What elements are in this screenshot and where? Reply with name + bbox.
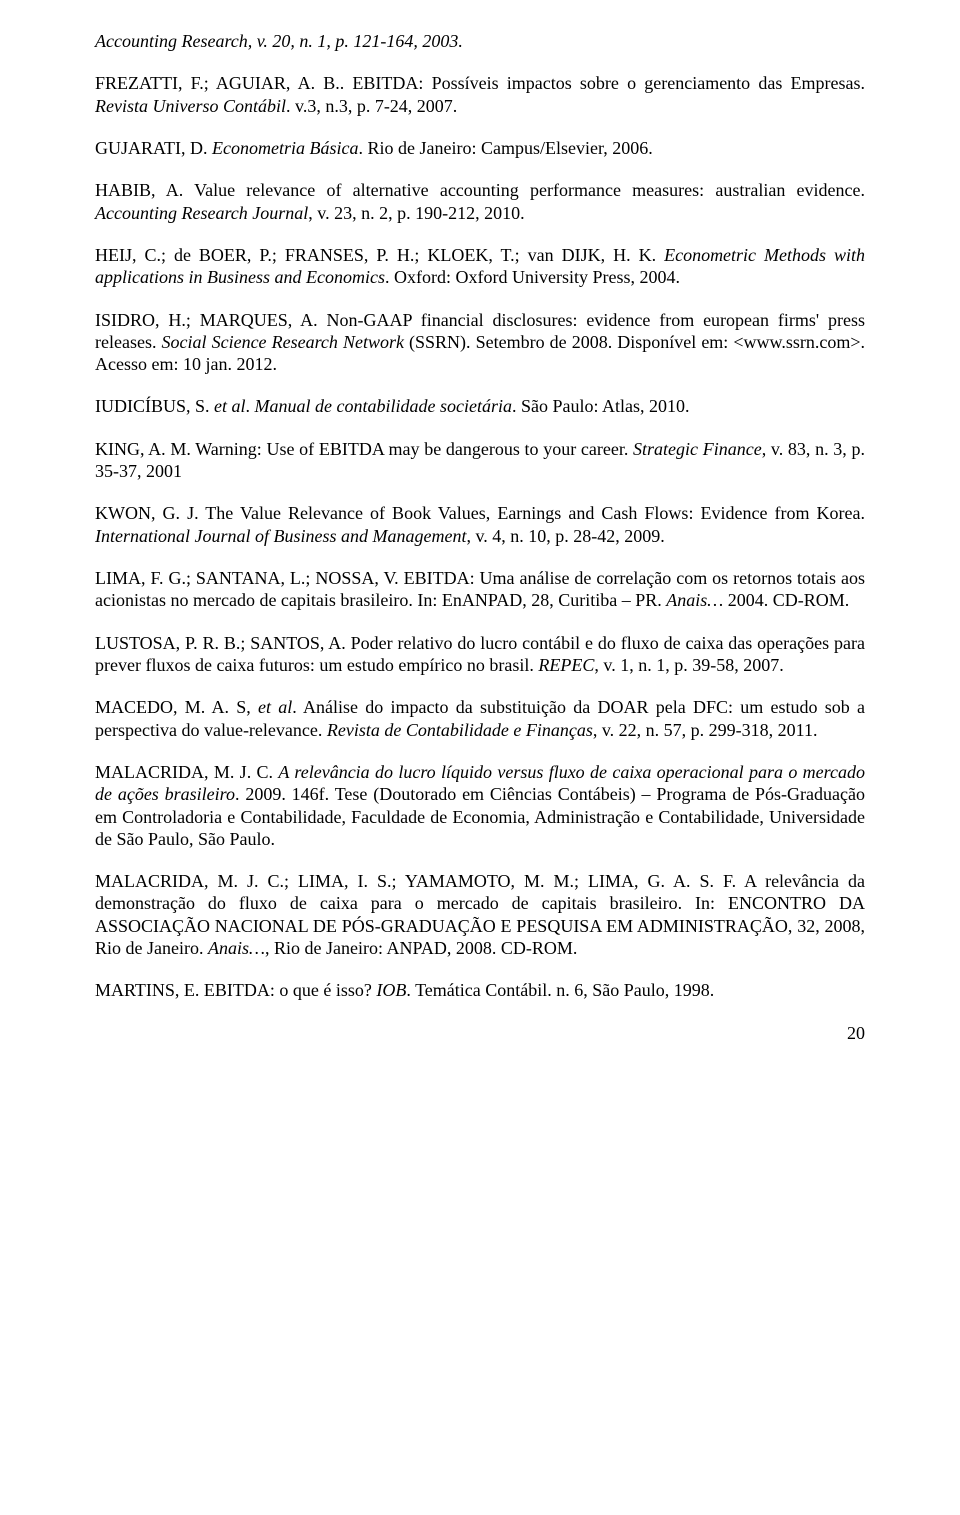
- journal-title: Revista Universo Contábil: [95, 96, 286, 116]
- reference-entry: MALACRIDA, M. J. C. A relevância do lucr…: [95, 761, 865, 850]
- ref-text: GUJARATI, D.: [95, 138, 212, 158]
- reference-entry: ISIDRO, H.; MARQUES, A. Non-GAAP financi…: [95, 309, 865, 376]
- ref-text: 2004. CD-ROM.: [723, 590, 849, 610]
- ref-text: FREZATTI, F.; AGUIAR, A. B.. EBITDA: Pos…: [95, 73, 865, 93]
- ref-text: . Oxford: Oxford University Press, 2004.: [385, 267, 680, 287]
- reference-entry: Accounting Research, v. 20, n. 1, p. 121…: [95, 30, 865, 52]
- proceedings-title: Anais…: [666, 590, 723, 610]
- reference-entry: FREZATTI, F.; AGUIAR, A. B.. EBITDA: Pos…: [95, 72, 865, 117]
- latin-term: et al: [214, 396, 246, 416]
- reference-entry: GUJARATI, D. Econometria Básica. Rio de …: [95, 137, 865, 159]
- book-title: Manual de contabilidade societária: [255, 396, 512, 416]
- journal-title: IOB: [376, 980, 406, 1000]
- reference-entry: LIMA, F. G.; SANTANA, L.; NOSSA, V. EBIT…: [95, 567, 865, 612]
- journal-title: REPEC: [538, 655, 594, 675]
- ref-text: . v.3, n.3, p. 7-24, 2007.: [286, 96, 457, 116]
- ref-text: .: [246, 396, 255, 416]
- ref-text: KWON, G. J. The Value Relevance of Book …: [95, 503, 865, 523]
- ref-text: . Rio de Janeiro: Campus/Elsevier, 2006.: [358, 138, 652, 158]
- journal-title: Accounting Research Journal: [95, 203, 308, 223]
- reference-entry: MACEDO, M. A. S, et al. Análise do impac…: [95, 696, 865, 741]
- ref-text: HABIB, A. Value relevance of alternative…: [95, 180, 865, 200]
- proceedings-title: Anais…: [208, 938, 265, 958]
- ref-text: MARTINS, E. EBITDA: o que é isso?: [95, 980, 376, 1000]
- journal-title: Social Science Research Network: [162, 332, 404, 352]
- journal-title: Strategic Finance: [633, 439, 762, 459]
- ref-text: IUDICÍBUS, S.: [95, 396, 214, 416]
- journal-title: International Journal of Business and Ma…: [95, 526, 466, 546]
- page-number: 20: [95, 1022, 865, 1044]
- ref-text: . Temática Contábil. n. 6, São Paulo, 19…: [406, 980, 714, 1000]
- reference-entry: MALACRIDA, M. J. C.; LIMA, I. S.; YAMAMO…: [95, 870, 865, 959]
- journal-title: Accounting Research, v. 20, n. 1, p. 121…: [95, 31, 463, 51]
- latin-term: et al: [258, 697, 292, 717]
- ref-text: HEIJ, C.; de BOER, P.; FRANSES, P. H.; K…: [95, 245, 664, 265]
- journal-title: Revista de Contabilidade e Finanças: [327, 720, 593, 740]
- ref-text: , v. 22, n. 57, p. 299-318, 2011.: [593, 720, 818, 740]
- ref-text: . São Paulo: Atlas, 2010.: [512, 396, 690, 416]
- reference-entry: MARTINS, E. EBITDA: o que é isso? IOB. T…: [95, 979, 865, 1001]
- ref-text: , v. 4, n. 10, p. 28-42, 2009.: [466, 526, 664, 546]
- ref-text: KING, A. M. Warning: Use of EBITDA may b…: [95, 439, 633, 459]
- ref-text: MALACRIDA, M. J. C.: [95, 762, 278, 782]
- ref-text: , v. 1, n. 1, p. 39-58, 2007.: [594, 655, 783, 675]
- book-title: Econometria Básica: [212, 138, 358, 158]
- ref-text: , Rio de Janeiro: ANPAD, 2008. CD-ROM.: [265, 938, 577, 958]
- reference-entry: HABIB, A. Value relevance of alternative…: [95, 179, 865, 224]
- reference-entry: KING, A. M. Warning: Use of EBITDA may b…: [95, 438, 865, 483]
- reference-entry: HEIJ, C.; de BOER, P.; FRANSES, P. H.; K…: [95, 244, 865, 289]
- reference-entry: IUDICÍBUS, S. et al. Manual de contabili…: [95, 395, 865, 417]
- reference-entry: KWON, G. J. The Value Relevance of Book …: [95, 502, 865, 547]
- ref-text: , v. 23, n. 2, p. 190-212, 2010.: [308, 203, 524, 223]
- reference-entry: LUSTOSA, P. R. B.; SANTOS, A. Poder rela…: [95, 632, 865, 677]
- ref-text: MACEDO, M. A. S,: [95, 697, 258, 717]
